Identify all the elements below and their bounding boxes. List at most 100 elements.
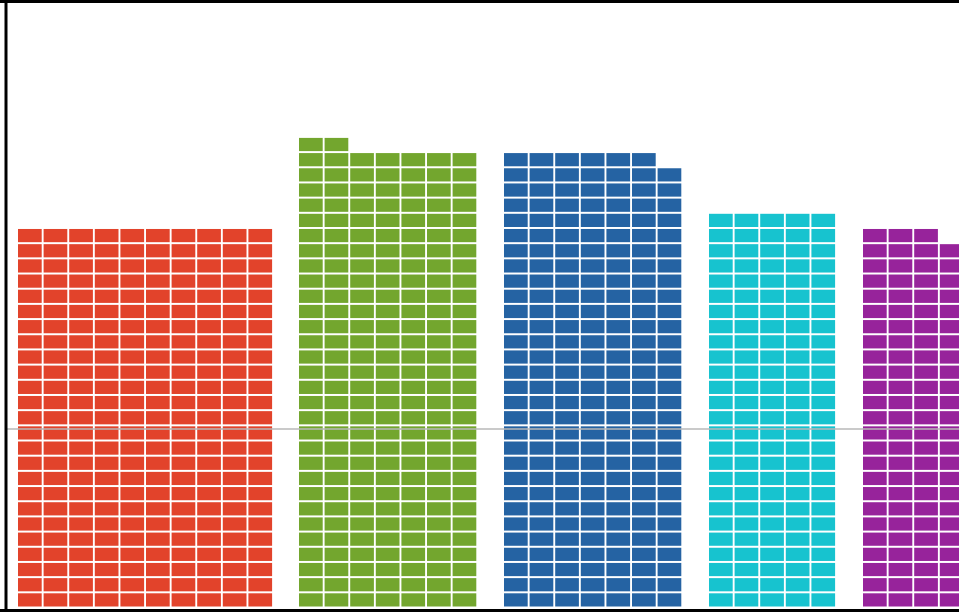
waffle-cell (811, 350, 836, 364)
waffle-cell (657, 198, 682, 212)
waffle-cell (299, 137, 323, 152)
waffle-cell (222, 456, 247, 470)
waffle-cell (939, 547, 959, 561)
waffle-cell (401, 395, 426, 410)
waffle-cell (863, 380, 887, 394)
waffle-cell (709, 593, 733, 607)
waffle-cell (18, 228, 42, 243)
waffle-cell (197, 471, 221, 486)
waffle-cell (120, 350, 145, 364)
waffle-cell (785, 532, 810, 546)
waffle-cell (248, 471, 273, 486)
waffle-cell (299, 532, 323, 546)
waffle-cell (914, 289, 938, 303)
waffle-cell (914, 274, 938, 288)
waffle-cell (375, 532, 400, 546)
waffle-cell (69, 517, 93, 531)
waffle-cell (197, 441, 221, 455)
waffle-cell (197, 532, 221, 546)
waffle-cell (427, 153, 451, 167)
waffle-cell (785, 213, 810, 227)
waffle-cell (222, 320, 247, 334)
waffle-cell (146, 259, 170, 273)
waffle-cell (939, 244, 959, 258)
waffle-cell (863, 593, 887, 607)
waffle-cell (350, 593, 374, 607)
waffle-cell (197, 228, 221, 243)
waffle-cell (811, 547, 836, 561)
waffle-cell (375, 304, 400, 319)
waffle-cell (427, 532, 451, 546)
waffle-cell (146, 487, 170, 501)
waffle-cell (69, 456, 93, 470)
waffle-cell (401, 304, 426, 319)
waffle-cell (888, 380, 913, 394)
waffle-cell (120, 562, 145, 577)
waffle-cell (43, 259, 68, 273)
waffle-cell (657, 350, 682, 364)
waffle-cell (452, 213, 477, 227)
waffle-cell (529, 593, 554, 607)
waffle-cell (197, 487, 221, 501)
waffle-cell (555, 502, 579, 516)
waffle-cell (350, 335, 374, 349)
waffle-cell (888, 395, 913, 410)
waffle-cell (939, 517, 959, 531)
waffle-cell (171, 320, 196, 334)
waffle-cell (427, 502, 451, 516)
waffle-cell (452, 471, 477, 486)
waffle-cell (555, 274, 579, 288)
waffle-cell (18, 517, 42, 531)
waffle-cell (146, 593, 170, 607)
waffle-cell (760, 487, 784, 501)
waffle-cell (657, 593, 682, 607)
waffle-cell (914, 456, 938, 470)
waffle-cell (657, 168, 682, 182)
waffle-cell (43, 335, 68, 349)
waffle-cell (69, 395, 93, 410)
waffle-cell (452, 244, 477, 258)
waffle-cell (427, 289, 451, 303)
waffle-cell (734, 502, 759, 516)
waffle-cell (401, 562, 426, 577)
waffle-cell (248, 274, 273, 288)
waffle-cell (709, 532, 733, 546)
waffle-cell (504, 411, 528, 425)
waffle-cell (222, 365, 247, 379)
waffle-cell (401, 456, 426, 470)
waffle-cell (606, 198, 631, 212)
waffle-cell (171, 395, 196, 410)
waffle-cell (709, 289, 733, 303)
waffle-cell (606, 168, 631, 182)
waffle-cell (18, 350, 42, 364)
waffle-cell (197, 365, 221, 379)
waffle-cell (580, 441, 605, 455)
waffle-cell (529, 228, 554, 243)
waffle-cell (580, 304, 605, 319)
waffle-cell (171, 547, 196, 561)
waffle-cell (734, 578, 759, 592)
waffle-cell (43, 593, 68, 607)
waffle-cell (657, 487, 682, 501)
waffle-cell (709, 365, 733, 379)
waffle-cell (811, 380, 836, 394)
waffle-cell (580, 183, 605, 197)
waffle-cell (555, 487, 579, 501)
waffle-cell (529, 244, 554, 258)
waffle-cell (863, 471, 887, 486)
waffle-cell (299, 593, 323, 607)
waffle-cell (504, 274, 528, 288)
waffle-cell (222, 274, 247, 288)
waffle-cell (94, 350, 119, 364)
waffle-cell (94, 395, 119, 410)
waffle-cell (580, 578, 605, 592)
waffle-cell (222, 411, 247, 425)
waffle-cell (709, 578, 733, 592)
waffle-cell (248, 350, 273, 364)
waffle-cell (171, 532, 196, 546)
waffle-cell (888, 228, 913, 243)
waffle-cell (555, 198, 579, 212)
waffle-cell (350, 517, 374, 531)
waffle-cell (401, 244, 426, 258)
waffle-cell (555, 153, 579, 167)
